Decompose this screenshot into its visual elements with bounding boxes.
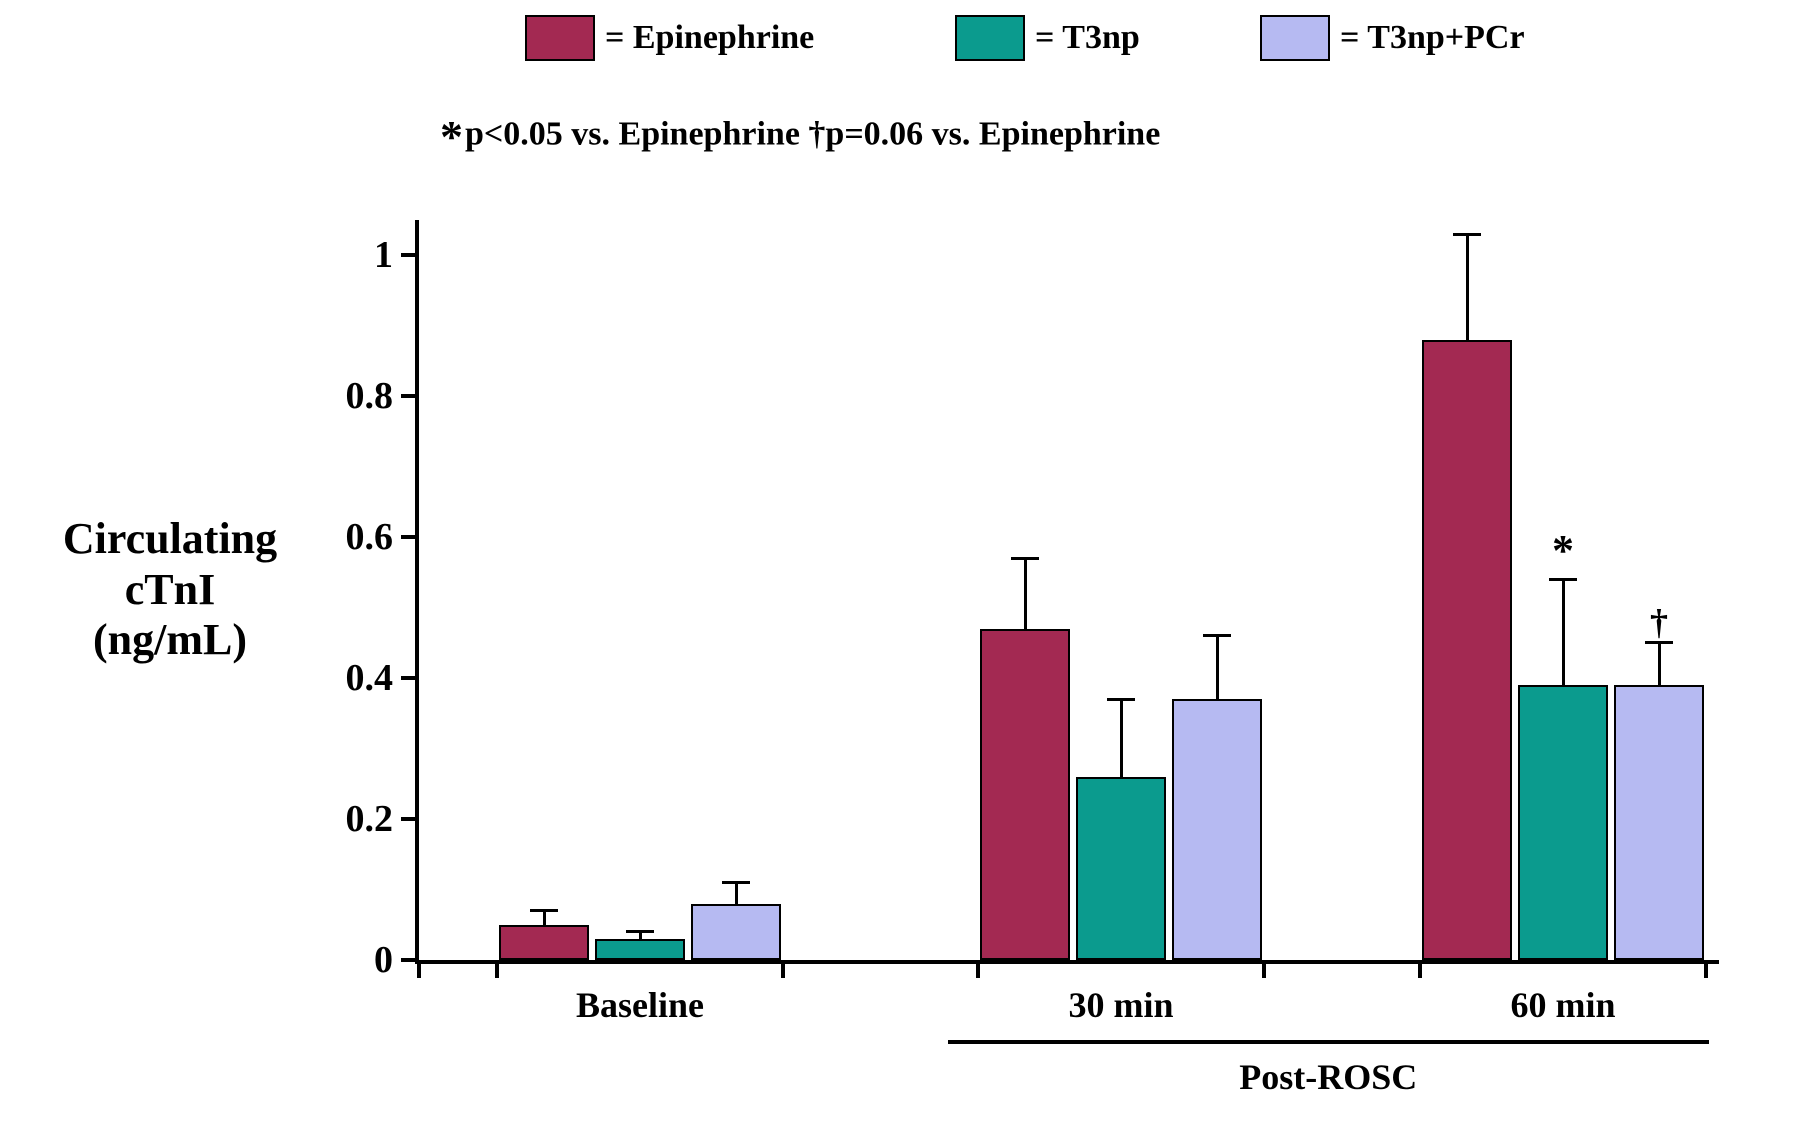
error-bar — [735, 882, 738, 903]
y-tick-label: 0.8 — [346, 374, 394, 418]
y-tick — [401, 394, 419, 398]
x-tick — [1704, 960, 1708, 978]
error-bar-cap — [1549, 578, 1577, 581]
chart-container: = Epinephrine = T3np = T3np+PCr *p<0.05 … — [0, 0, 1800, 1131]
significance-note: *p<0.05 vs. Epinephrine †p=0.06 vs. Epin… — [440, 110, 1160, 163]
error-bar — [543, 911, 546, 925]
bar-t3np — [595, 939, 685, 960]
error-bar — [1120, 699, 1123, 777]
y-tick — [401, 676, 419, 680]
bar-t3np — [1076, 777, 1166, 960]
significance-mark: * — [1552, 525, 1574, 576]
bar-epinephrine — [499, 925, 589, 960]
x-tick — [976, 960, 980, 978]
error-bar — [1024, 558, 1027, 628]
post-rosc-underline — [948, 1040, 1709, 1044]
x-tick — [417, 960, 421, 978]
y-tick-label: 0.4 — [346, 656, 394, 700]
legend-item-t3np-pcr: = T3np+PCr — [1260, 15, 1525, 61]
bar-t3np-pcr — [691, 904, 781, 960]
error-bar — [1658, 643, 1661, 685]
error-bar — [1562, 579, 1565, 685]
error-bar-cap — [1107, 698, 1135, 701]
y-tick-label: 0.2 — [346, 797, 394, 841]
legend-swatch-epinephrine — [525, 15, 595, 61]
error-bar — [1466, 234, 1469, 340]
x-tick — [1262, 960, 1266, 978]
x-category-label: Baseline — [576, 984, 704, 1026]
legend-item-t3np: = T3np — [955, 15, 1140, 61]
post-rosc-label: Post-ROSC — [1239, 1056, 1417, 1098]
error-bar-cap — [1203, 634, 1231, 637]
bar-t3np — [1518, 685, 1608, 960]
error-bar-cap — [1453, 233, 1481, 236]
legend-label-t3np: = T3np — [1035, 19, 1140, 57]
error-bar-cap — [626, 930, 654, 933]
error-bar-cap — [1011, 557, 1039, 560]
legend-label-epinephrine: = Epinephrine — [605, 19, 814, 57]
bar-epinephrine — [1422, 340, 1512, 960]
legend-swatch-t3np — [955, 15, 1025, 61]
bar-t3np-pcr — [1614, 685, 1704, 960]
y-tick — [401, 535, 419, 539]
x-tick — [781, 960, 785, 978]
significance-mark: † — [1650, 601, 1668, 643]
error-bar-cap — [722, 881, 750, 884]
bar-epinephrine — [980, 629, 1070, 960]
legend-swatch-t3np-pcr — [1260, 15, 1330, 61]
y-tick — [401, 253, 419, 257]
bar-t3np-pcr — [1172, 699, 1262, 960]
error-bar — [1216, 636, 1219, 699]
x-category-label: 30 min — [1068, 984, 1173, 1026]
plot-area: 00.20.40.60.81Baseline30 min60 min*† — [415, 220, 1719, 964]
y-tick-label: 0 — [374, 938, 393, 982]
y-axis-label: CirculatingcTnI(ng/mL) — [20, 514, 320, 666]
y-tick-label: 0.6 — [346, 515, 394, 559]
x-tick — [1418, 960, 1422, 978]
y-tick — [401, 817, 419, 821]
error-bar-cap — [530, 909, 558, 912]
y-tick-label: 1 — [374, 233, 393, 277]
x-tick — [495, 960, 499, 978]
legend-item-epinephrine: = Epinephrine — [525, 15, 814, 61]
x-category-label: 60 min — [1510, 984, 1615, 1026]
legend-label-t3np-pcr: = T3np+PCr — [1340, 19, 1525, 57]
